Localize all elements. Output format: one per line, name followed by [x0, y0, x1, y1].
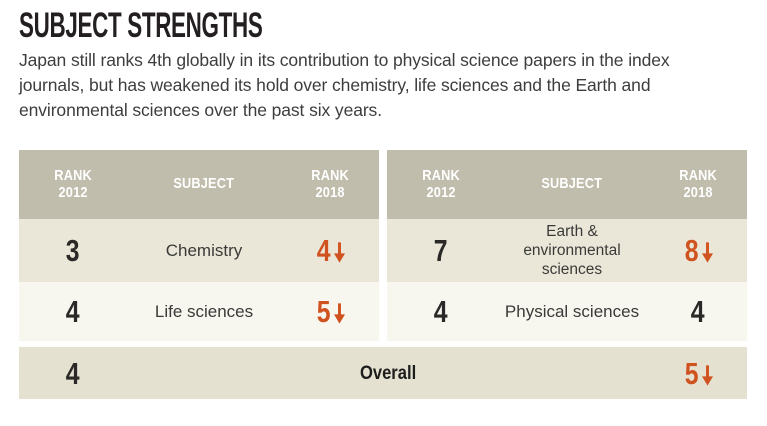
subject-label: Life sciences: [154, 301, 254, 321]
rank-value: 4: [317, 233, 331, 268]
rank-2012-cell: 4: [387, 282, 495, 341]
column-header-label: SUBJECT: [173, 175, 235, 193]
subject-rank-table: RANK 2012 SUBJECT RANK 2018 3 Chemistry …: [19, 150, 747, 399]
overall-label-cell: Overall: [127, 347, 649, 399]
column-header-rank-2018: RANK 2018: [281, 150, 379, 219]
rank-2018-cell: 8: [649, 219, 747, 282]
rank-2018-cell: 4: [649, 282, 747, 341]
column-header-rank-2012: RANK 2012: [387, 150, 495, 219]
overall-label: Overall: [359, 361, 417, 384]
rank-2012-cell: 4: [19, 282, 127, 341]
description-text: Japan still ranks 4th globally in its co…: [19, 50, 670, 120]
rank-value: 8: [685, 233, 699, 268]
subject-cell: Life sciences: [127, 282, 281, 341]
rank-value: 4: [434, 294, 448, 329]
rank-2012-cell: 3: [19, 219, 127, 282]
overall-row: 4 Overall 5: [19, 347, 747, 399]
subject-cell: Earth & environmental sciences: [495, 219, 649, 282]
column-header-label: RANK 2012: [54, 167, 92, 201]
rank-value: 7: [434, 233, 448, 268]
rank-value: 5: [685, 355, 699, 391]
subject-label: Physical sciences: [504, 301, 640, 321]
rank-down-arrow-icon: [333, 242, 345, 263]
rank-value: 3: [66, 233, 80, 268]
column-header-subject: SUBJECT: [495, 150, 649, 219]
rank-down-arrow-icon: [701, 364, 713, 386]
table-panels: RANK 2012 SUBJECT RANK 2018 3 Chemistry …: [19, 150, 747, 341]
rank-2012-cell: 7: [387, 219, 495, 282]
column-header-subject: SUBJECT: [127, 150, 281, 219]
subject-label: Chemistry: [165, 240, 243, 260]
rank-value: 4: [66, 294, 80, 329]
rank-2018-cell: 5: [649, 347, 747, 399]
page-title: SUBJECT STRENGTHS: [19, 6, 263, 45]
rank-2018-cell: 5: [281, 282, 379, 341]
rank-down-arrow-icon: [333, 303, 345, 324]
column-header-label: SUBJECT: [541, 175, 603, 193]
subject-label: Earth & environmental sciences: [523, 223, 621, 278]
subject-cell: Physical sciences: [495, 282, 649, 341]
column-header-label: RANK 2018: [679, 167, 717, 201]
column-header-label: RANK 2018: [311, 167, 349, 201]
rank-value: 4: [66, 355, 80, 391]
rank-2012-cell: 4: [19, 347, 127, 399]
rank-2018-cell: 4: [281, 219, 379, 282]
table-panel-left: RANK 2012 SUBJECT RANK 2018 3 Chemistry …: [19, 150, 379, 341]
column-header-label: RANK 2012: [422, 167, 460, 201]
column-header-rank-2018: RANK 2018: [649, 150, 747, 219]
rank-value: 4: [691, 294, 705, 329]
subject-strengths-infographic: SUBJECT STRENGTHS Japan still ranks 4th …: [19, 6, 747, 399]
rank-value: 5: [317, 294, 331, 329]
subject-cell: Chemistry: [127, 219, 281, 282]
column-header-rank-2012: RANK 2012: [19, 150, 127, 219]
table-panel-right: RANK 2012 SUBJECT RANK 2018 7 Earth & en…: [387, 150, 747, 341]
rank-down-arrow-icon: [701, 242, 713, 263]
